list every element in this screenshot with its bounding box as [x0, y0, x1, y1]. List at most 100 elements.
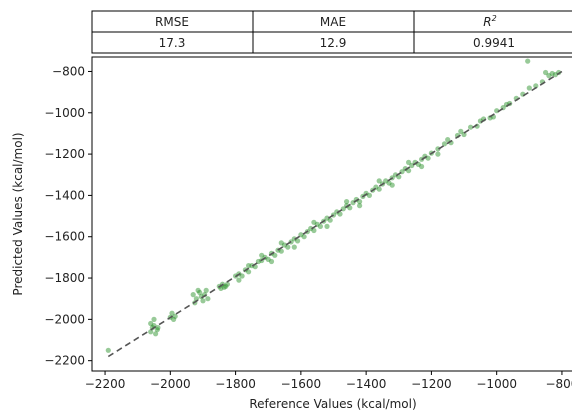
metrics-table: RMSE MAE R2 17.3 12.9 0.9941: [91, 10, 572, 54]
data-point: [249, 263, 255, 269]
data-point: [205, 296, 211, 302]
data-point: [246, 269, 252, 275]
data-point: [298, 232, 304, 238]
data-point: [278, 248, 284, 254]
x-tick-label: −1000: [476, 377, 517, 391]
mae-header: MAE: [320, 15, 346, 29]
data-point: [383, 178, 389, 184]
data-point: [552, 72, 559, 78]
data-point: [278, 240, 284, 246]
data-point: [236, 277, 242, 283]
x-tick-label: −1800: [215, 377, 256, 391]
data-point: [441, 141, 448, 147]
data-point: [200, 298, 206, 304]
data-point: [259, 252, 265, 258]
data-point: [337, 211, 343, 217]
x-tick-label: −1600: [281, 377, 322, 391]
x-axis-ticks: −2200 −2000 −1800 −1600 −1400 −1200 −1000 −800: [85, 371, 572, 391]
y-tick-label: −1800: [44, 271, 85, 285]
data-point: [197, 289, 203, 296]
data-point: [468, 124, 474, 130]
data-point: [272, 252, 278, 258]
data-points: [105, 58, 562, 353]
data-point: [295, 238, 301, 244]
x-tick-label: −2200: [85, 377, 126, 391]
x-tick-label: −800: [545, 377, 572, 391]
data-point: [389, 182, 395, 188]
data-point: [435, 146, 441, 152]
y-axis-label: Predicted Values (kcal/mol): [11, 132, 25, 295]
data-point: [327, 217, 333, 223]
data-point: [169, 310, 175, 316]
data-point: [311, 227, 317, 234]
data-point: [190, 292, 196, 298]
data-point: [533, 83, 539, 89]
data-point: [268, 258, 275, 265]
data-point: [445, 137, 451, 143]
x-axis-label: Reference Values (kcal/mol): [249, 397, 416, 411]
x-tick-label: −1200: [411, 377, 452, 391]
data-point: [151, 316, 157, 322]
data-point: [172, 313, 178, 319]
data-point: [281, 242, 288, 248]
data-point: [458, 128, 464, 134]
y-tick-label: −2200: [44, 354, 85, 368]
data-point: [311, 219, 317, 225]
data-point: [419, 163, 425, 170]
data-point: [223, 283, 229, 289]
data-point: [324, 223, 330, 229]
y-tick-label: −1000: [44, 106, 85, 120]
data-point: [155, 325, 161, 331]
data-point: [105, 347, 111, 353]
data-point: [148, 320, 154, 327]
data-point: [526, 85, 532, 91]
data-point: [148, 329, 154, 335]
data-point: [317, 223, 323, 229]
r2-header: R2: [483, 14, 496, 29]
y-axis-ticks: −2200 −2000 −1800 −1600 −1400 −1200 −1000 −800: [44, 64, 92, 368]
data-point: [246, 263, 252, 269]
data-point: [301, 234, 307, 240]
x-tick-label: −2000: [150, 377, 191, 391]
data-point: [171, 316, 177, 322]
data-point: [153, 331, 159, 337]
data-point: [525, 58, 531, 64]
data-point: [308, 225, 314, 232]
y-tick-label: −1200: [44, 147, 85, 161]
plot-area: [92, 57, 572, 371]
y-tick-label: −1400: [44, 188, 85, 202]
data-point: [406, 159, 412, 165]
data-point: [195, 287, 201, 293]
data-point: [265, 256, 271, 262]
data-point: [224, 281, 230, 287]
data-point: [203, 287, 209, 293]
data-point: [549, 70, 555, 77]
y-tick-label: −1600: [44, 230, 85, 244]
data-point: [386, 180, 392, 186]
mae-value: 12.9: [320, 36, 347, 50]
data-point: [344, 199, 350, 205]
data-point: [285, 244, 291, 250]
data-point: [435, 151, 441, 157]
rmse-header: RMSE: [155, 15, 189, 29]
data-point: [324, 215, 330, 221]
data-point: [154, 327, 160, 333]
data-point: [221, 284, 227, 290]
data-point: [239, 273, 245, 279]
r2-header-exponent: 2: [492, 14, 497, 23]
r2-value: 0.9941: [473, 36, 515, 50]
rmse-value: 17.3: [159, 36, 186, 50]
data-point: [461, 131, 467, 138]
plot-frame: [91, 56, 572, 372]
data-point: [376, 186, 382, 192]
data-point: [291, 244, 297, 250]
y-tick-label: −800: [52, 64, 85, 78]
data-point: [546, 73, 552, 79]
data-point: [357, 203, 363, 209]
data-point: [376, 178, 382, 184]
y-tick-label: −2000: [44, 312, 85, 326]
data-point: [366, 192, 372, 198]
r2-header-base: R: [483, 15, 491, 29]
data-point: [334, 209, 340, 215]
